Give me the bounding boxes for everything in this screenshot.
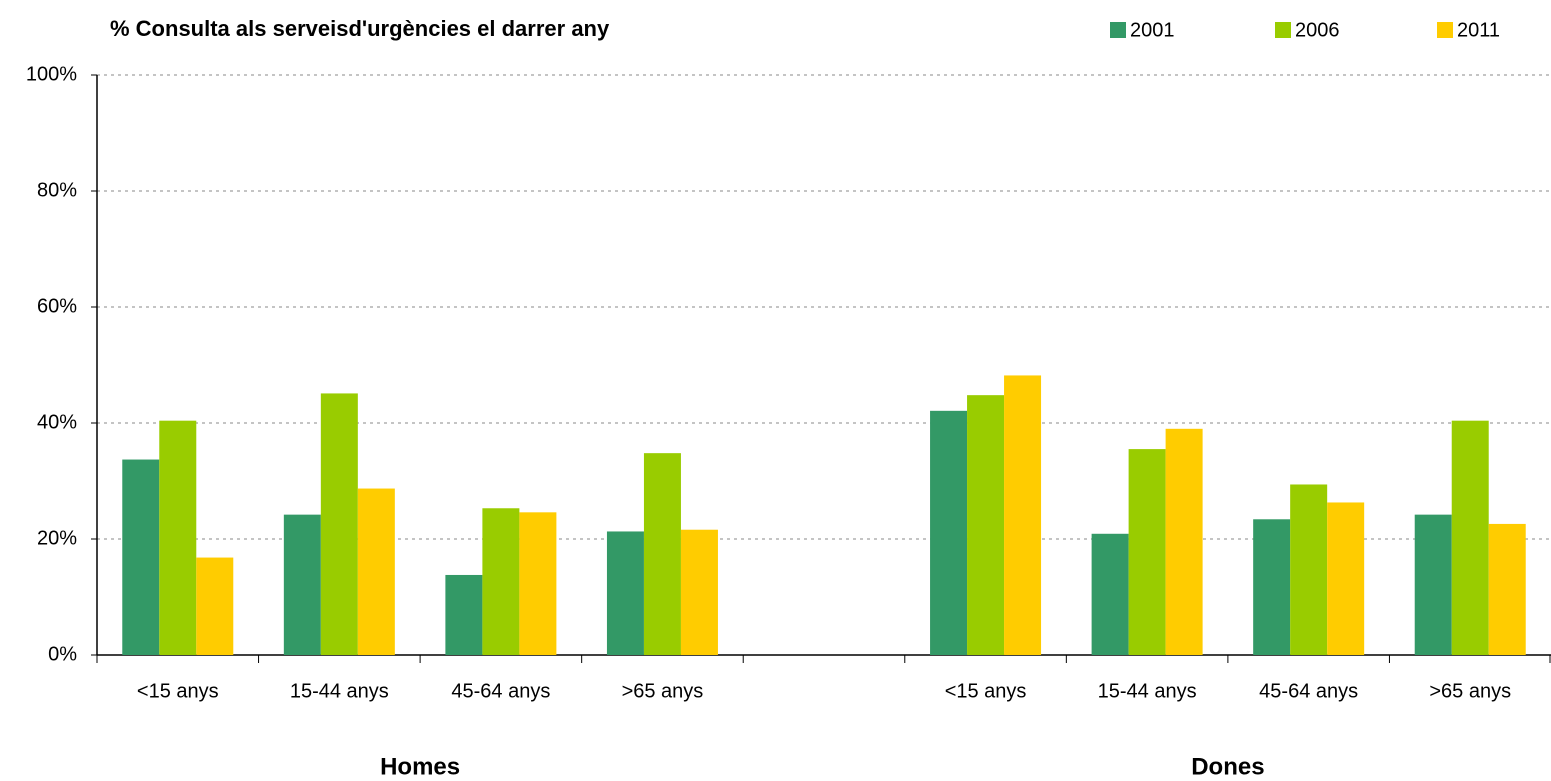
x-tick-label: 45-64 anys [451,680,550,702]
bar [357,488,395,655]
group-label: Homes [380,753,460,780]
bar [1327,502,1365,655]
bar [283,514,321,655]
legend-label: 2011 [1457,19,1500,41]
bar [519,512,557,655]
bar [482,508,520,655]
legend-label: 2006 [1295,19,1340,41]
bar [680,529,718,655]
bar [1290,484,1328,655]
legend-swatch [1437,22,1453,38]
y-tick-label: 100% [26,63,77,85]
legend-swatch [1275,22,1291,38]
bar [1414,514,1452,655]
bar [1165,428,1203,655]
bar [967,395,1005,655]
bar [196,557,234,655]
x-tick-label: <15 anys [137,680,219,702]
bar [445,574,483,655]
bar [1253,519,1291,655]
bar [930,410,968,655]
y-tick-label: 80% [37,179,77,201]
bar [606,531,644,655]
bar [320,393,358,655]
bar [1128,449,1166,655]
bar [1451,420,1489,655]
x-tick-label: 45-64 anys [1259,680,1358,702]
legend-label: 2001 [1130,19,1175,41]
x-tick-label: <15 anys [945,680,1027,702]
y-tick-label: 0% [48,643,77,665]
y-tick-label: 20% [37,527,77,549]
bar [122,459,160,655]
bar [1091,533,1129,655]
x-tick-label: 15-44 anys [1098,680,1197,702]
legend-swatch [1110,22,1126,38]
x-tick-label: >65 anys [622,680,704,702]
chart-title: % Consulta als serveisd'urgències el dar… [110,16,610,41]
bar [643,453,681,655]
x-tick-label: >65 anys [1429,680,1511,702]
bar [1004,375,1042,655]
bar [1488,523,1526,655]
y-tick-label: 40% [37,411,77,433]
x-tick-label: 15-44 anys [290,680,389,702]
group-label: Dones [1191,753,1264,780]
bar [159,420,197,655]
y-tick-label: 60% [37,295,77,317]
